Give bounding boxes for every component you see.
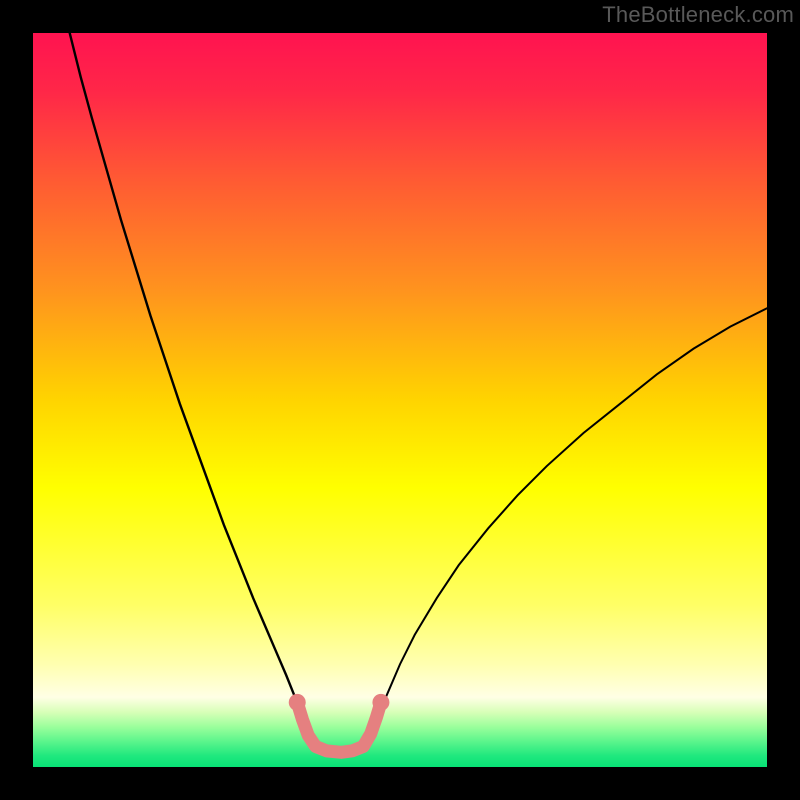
chart-frame: TheBottleneck.com — [0, 0, 800, 800]
salmon-end-dot — [372, 694, 389, 711]
plot-area — [33, 33, 767, 767]
salmon-end-dot — [289, 694, 306, 711]
plot-svg — [33, 33, 767, 767]
plot-background — [33, 33, 767, 767]
watermark-text: TheBottleneck.com — [602, 2, 794, 28]
